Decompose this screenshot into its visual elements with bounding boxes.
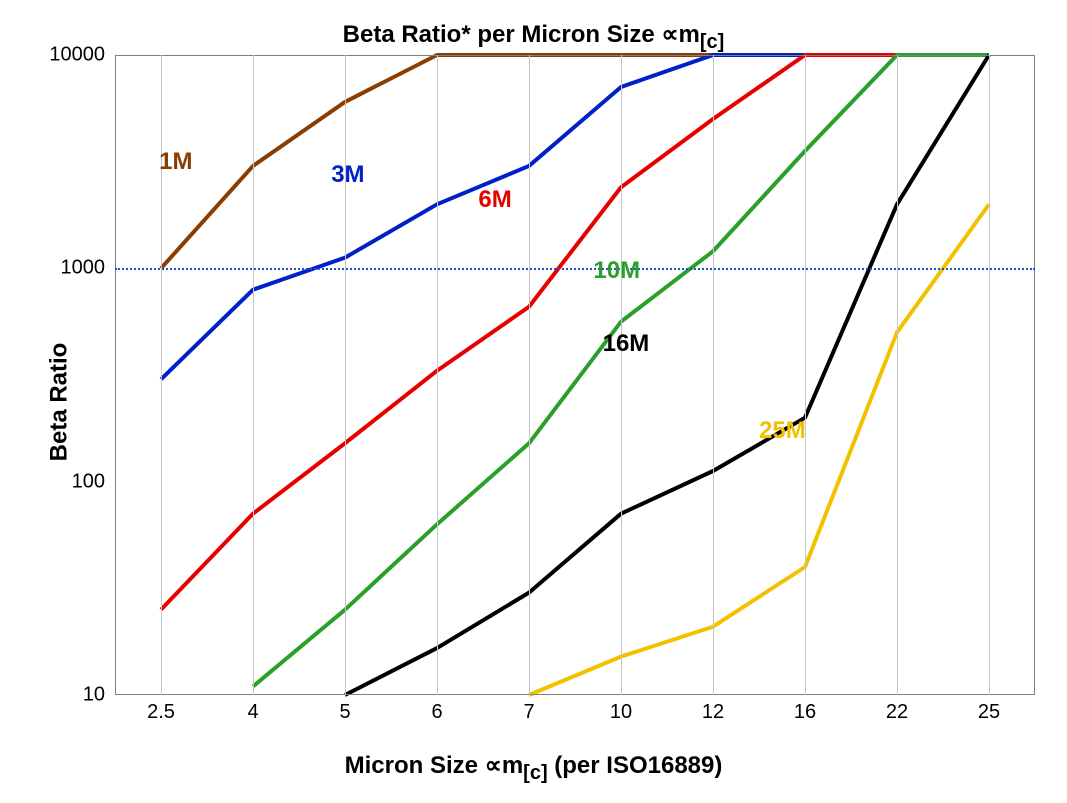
gridline-v xyxy=(897,55,898,695)
series-label-6M: 6M xyxy=(478,186,511,214)
y-tick-label: 10000 xyxy=(49,44,115,67)
gridline-v xyxy=(989,55,990,695)
x-tick-label: 2.5 xyxy=(147,695,175,724)
series-label-10M: 10M xyxy=(593,257,640,285)
gridline-v xyxy=(437,55,438,695)
chart-title-text: Beta Ratio* per Micron Size ∝m[c] xyxy=(343,21,725,48)
x-axis-label-text: Micron Size ∝m[c] (per ISO16889) xyxy=(345,752,723,779)
x-tick-label: 12 xyxy=(702,695,724,724)
series-label-3M: 3M xyxy=(331,161,364,189)
series-label-16M: 16M xyxy=(603,330,650,358)
beta-ratio-chart: Beta Ratio* per Micron Size ∝m[c] Beta R… xyxy=(0,0,1067,803)
plot-area: 2.545671012162225101001000100001M3M6M10M… xyxy=(115,55,1035,695)
gridline-v xyxy=(253,55,254,695)
x-tick-label: 4 xyxy=(247,695,258,724)
series-label-25M: 25M xyxy=(759,417,806,445)
series-label-1M: 1M xyxy=(159,148,192,176)
x-tick-label: 5 xyxy=(339,695,350,724)
chart-title: Beta Ratio* per Micron Size ∝m[c] xyxy=(0,20,1067,54)
series-line-6M xyxy=(161,55,989,610)
gridline-v xyxy=(621,55,622,695)
gridline-v xyxy=(713,55,714,695)
series-line-3M xyxy=(161,55,989,379)
y-tick-label: 1000 xyxy=(61,257,116,280)
x-tick-label: 7 xyxy=(523,695,534,724)
x-tick-label: 25 xyxy=(978,695,1000,724)
x-tick-label: 22 xyxy=(886,695,908,724)
y-tick-label: 100 xyxy=(72,470,115,493)
y-tick-label: 10 xyxy=(83,684,115,707)
x-axis-label: Micron Size ∝m[c] (per ISO16889) xyxy=(0,751,1067,785)
y-axis-label: Beta Ratio xyxy=(45,342,73,461)
x-tick-label: 10 xyxy=(610,695,632,724)
x-tick-label: 6 xyxy=(431,695,442,724)
gridline-v xyxy=(805,55,806,695)
reference-line-1000 xyxy=(115,268,1035,270)
x-tick-label: 16 xyxy=(794,695,816,724)
gridline-v xyxy=(345,55,346,695)
gridline-v xyxy=(529,55,530,695)
y-axis-label-text: Beta Ratio xyxy=(45,342,72,461)
